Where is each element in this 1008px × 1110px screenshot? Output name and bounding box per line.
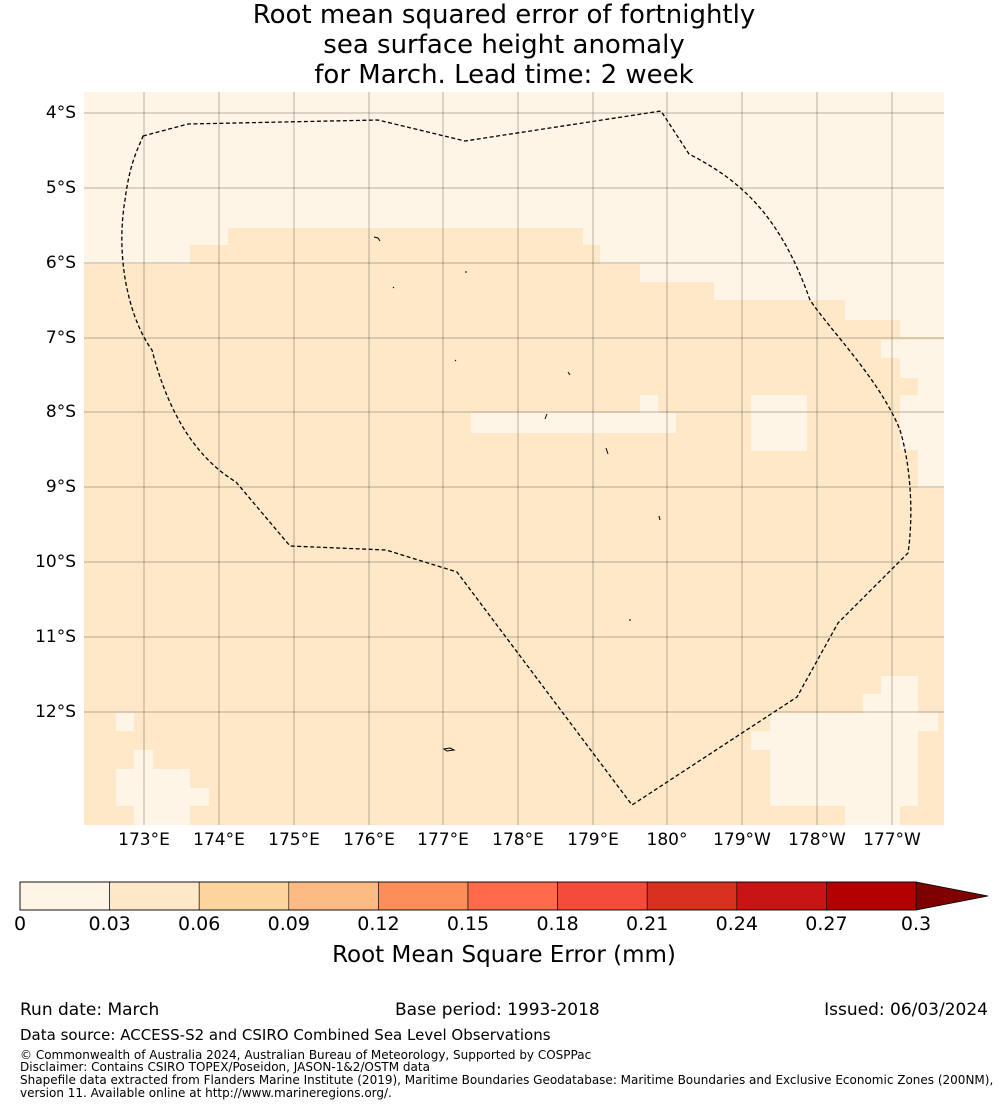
- lat-label: 12°S: [35, 702, 76, 722]
- island-outline: [605, 447, 609, 455]
- map-field-light-patch-southwest: [116, 713, 209, 825]
- island-outline: [454, 359, 457, 362]
- title-line-1: Root mean squared error of fortnightly: [252, 0, 756, 30]
- lon-label: 177°E: [417, 830, 469, 850]
- map-field-light-band-north: [84, 92, 944, 337]
- lat-label: 8°S: [45, 402, 76, 422]
- colorbar-extend-arrow: [915, 881, 989, 911]
- colorbar-tick-label: 0.06: [178, 913, 221, 935]
- lat-label: 4°S: [45, 103, 76, 123]
- colorbar-segment: [378, 881, 469, 911]
- island-outline: [544, 413, 548, 420]
- island-outline: [373, 236, 381, 242]
- colorbar-outline: [19, 881, 917, 911]
- lon-label: 175°E: [268, 830, 320, 850]
- colorbar-segment: [467, 881, 558, 911]
- shapefile-credit-2: version 11. Available online at http://w…: [20, 1086, 392, 1100]
- issued-date: Issued: 06/03/2024: [824, 1000, 988, 1020]
- colorbar-tick-label: 0.12: [357, 913, 400, 935]
- copyright: © Commonwealth of Australia 2024, Austra…: [20, 1048, 592, 1062]
- colorbar-segment: [736, 881, 827, 911]
- map-field-light-patch-southeast: [751, 676, 938, 825]
- lon-label: 179°W: [713, 830, 771, 850]
- map-field-light-patch-east: [881, 340, 944, 488]
- colorbar-segment: [826, 881, 917, 911]
- colorbar-tick-label: 0.18: [536, 913, 579, 935]
- lon-label: 176°E: [343, 830, 395, 850]
- lat-label: 11°S: [35, 627, 76, 647]
- lat-label: 9°S: [45, 477, 76, 497]
- map-gridlines: [84, 92, 944, 825]
- colorbar-tick-label: 0: [13, 913, 27, 935]
- colorbar-tick-label: 0.24: [715, 913, 758, 935]
- base-period: Base period: 1993-2018: [395, 1000, 600, 1020]
- colorbar-tick-label: 0.15: [446, 913, 490, 935]
- lon-label: 173°E: [118, 830, 170, 850]
- island-outline: [442, 747, 456, 752]
- lon-label: 178°E: [492, 830, 544, 850]
- lon-label: 179°E: [567, 830, 619, 850]
- island-outline: [658, 515, 661, 521]
- colorbar-segment: [198, 881, 290, 911]
- eez-boundary: [121, 110, 912, 806]
- title-line-2: sea surface height anomaly: [323, 30, 685, 60]
- colorbar-segments: [19, 881, 917, 911]
- lat-label: 10°S: [35, 552, 76, 572]
- lon-label: 180°: [646, 830, 688, 850]
- map-field-light-patch: [471, 413, 676, 433]
- colorbar-tick-label: 0.09: [267, 913, 310, 935]
- lat-label: 7°S: [45, 328, 76, 348]
- lat-label: 6°S: [45, 253, 76, 273]
- island-outline: [392, 286, 395, 289]
- colorbar-tick-label: 0.21: [626, 913, 669, 935]
- shapefile-credit-1: Shapefile data extracted from Flanders M…: [20, 1073, 994, 1087]
- lon-label: 177°W: [863, 830, 921, 850]
- colorbar-segment: [288, 881, 379, 911]
- lat-label: 5°S: [45, 178, 76, 198]
- map-field-light-patch: [640, 395, 658, 413]
- lon-label: 178°W: [788, 830, 846, 850]
- title-line-3: for March. Lead time: 2 week: [314, 60, 694, 90]
- map-field-light-patch: [751, 395, 807, 451]
- disclaimer: Disclaimer: Contains CSIRO TOPEX/Poseido…: [20, 1060, 430, 1074]
- colorbar-tick-label: 0.27: [805, 913, 848, 935]
- colorbar-segment: [557, 881, 648, 911]
- colorbar-label: Root Mean Square Error (mm): [332, 942, 676, 968]
- colorbar-segment: [19, 881, 110, 911]
- colorbar-segment: [109, 881, 200, 911]
- data-source: Data source: ACCESS-S2 and CSIRO Combine…: [20, 1026, 551, 1044]
- colorbar-tick-label: 0.03: [88, 913, 131, 935]
- colorbar-tick-label: 0.3: [900, 913, 932, 935]
- island-outline: [567, 371, 571, 376]
- run-date: Run date: March: [20, 1000, 160, 1020]
- islands: [373, 236, 661, 752]
- colorbar-segment: [646, 881, 738, 911]
- map-panel: [84, 92, 944, 825]
- lon-label: 174°E: [193, 830, 245, 850]
